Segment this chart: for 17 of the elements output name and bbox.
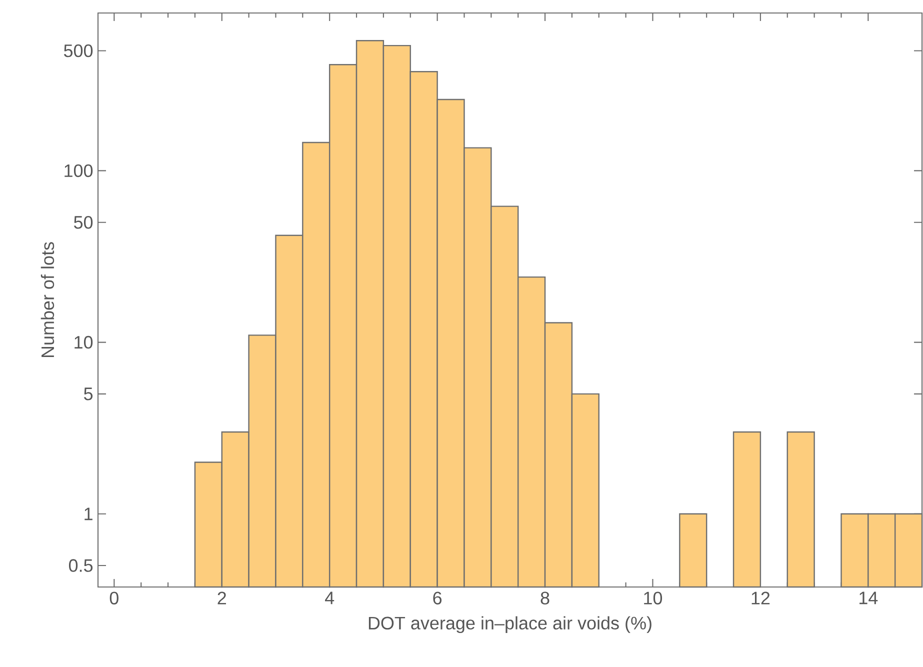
y-tick-label: 5: [84, 388, 93, 400]
x-tick-label: 8: [540, 592, 550, 604]
y-tick-label: 10: [74, 336, 93, 349]
x-tick-label: 14: [860, 592, 878, 604]
x-tick-label: 10: [644, 592, 662, 604]
y-tick-label: 1: [84, 508, 92, 520]
y-tick-label: 50: [74, 216, 93, 229]
y-tick-label: 0.5: [68, 559, 93, 572]
y-axis-title: Number of lots: [40, 242, 54, 358]
x-tick-label: 12: [752, 592, 770, 604]
y-tick-label: 500: [64, 44, 93, 58]
y-tick-label: 100: [64, 164, 93, 178]
x-tick-label: 6: [433, 592, 442, 604]
x-tick-label: 4: [325, 592, 334, 604]
x-tick-label: 0: [110, 592, 118, 604]
x-tick-label: 2: [218, 592, 226, 604]
x-axis-title: DOT average in–place air voids (%): [368, 616, 652, 634]
